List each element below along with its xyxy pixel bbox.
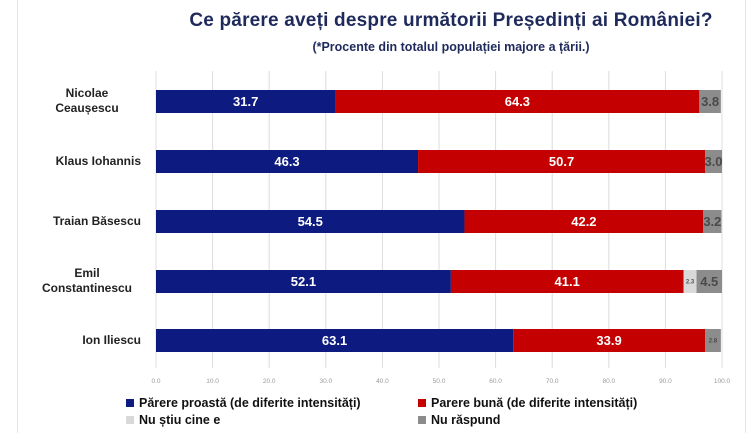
bar-emil-constantinescu-nu-raspund [696,270,722,293]
data-label-emil-constantinescu-parere-proasta-de-diferite-intensitati: 52.1 [291,274,316,289]
frame-left-border [17,0,18,433]
legend-label-nu-stiu: Nu știu cine e [139,413,221,427]
legend-swatch-parere-buna [418,399,426,407]
legend-label-parere-buna: Parere bună (de diferite intensități) [431,396,638,410]
data-label-klaus-iohannis-nu-raspund: 3.0 [704,154,722,169]
category-label-line: Emil [74,265,100,280]
legend-item-parere-buna: Parere bună (de diferite intensități) [418,396,637,410]
bar-emil-constantinescu-parere-buna-de-diferite-intensitati [450,270,684,293]
data-label-klaus-iohannis-parere-proasta-de-diferite-intensitati: 46.3 [274,154,299,169]
data-label-emil-constantinescu-nu-raspund: 4.5 [700,274,718,289]
data-label-emil-constantinescu-parere-buna-de-diferite-intensitati: 41.1 [555,274,580,289]
x-tick-label-30: 30.0 [319,378,332,385]
bar-ion-iliescu-parere-buna-de-diferite-intensitati [513,329,706,352]
x-tick-label-80: 80.0 [602,378,615,385]
chart-title: Ce părere aveți despre următorii Președi… [189,10,713,31]
legend-swatch-nu-stiu [126,416,134,424]
bar-nicolae-ceausescu-parere-buna-de-diferite-intensitati [335,90,700,113]
category-label-line: Constantinescu [41,280,132,295]
bar-nicolae-ceausescu-nu-raspund [699,90,721,113]
bar-nicolae-ceausescu-parere-proasta-de-diferite-intensitati [156,90,336,113]
category-label-line: Klaus Iohannis [55,154,141,168]
bar-ion-iliescu-nu-raspund [705,329,721,352]
category-label-line: Traian Băsescu [52,214,141,228]
x-tick-label-50: 50.0 [433,378,446,385]
legend-swatch-nu-raspund [418,416,426,424]
category-label-klaus-iohannis: Klaus Iohannis [20,154,141,169]
category-label-nicolae-ceausescu: Nicolae Ceaușescu [30,86,144,116]
category-label-line: Nicolae [65,85,109,100]
data-label-traian-basescu-parere-buna-de-diferite-intensitati: 42.2 [571,214,596,229]
x-tick-label-90: 90.0 [659,378,672,385]
legend-item-parere-proasta: Părere proastă (de diferite intensități) [126,396,361,410]
bar-ion-iliescu-parere-proasta-de-diferite-intensitati [156,329,514,352]
x-tick-label-60: 60.0 [489,378,502,385]
x-tick-label-10: 10.0 [206,378,219,385]
category-label-ion-iliescu: Ion Iliescu [20,333,141,348]
data-label-ion-iliescu-parere-proasta-de-diferite-intensitati: 63.1 [322,333,347,348]
data-label-nicolae-ceausescu-parere-buna-de-diferite-intensitati: 64.3 [505,94,530,109]
category-label-line: Ceaușescu [55,100,119,115]
x-tick-label-100: 100.0 [714,378,731,385]
x-tick-label-0: 0.0 [151,378,160,385]
bar-emil-constantinescu-parere-proasta-de-diferite-intensitati [156,270,451,293]
bar-klaus-iohannis-parere-proasta-de-diferite-intensitati [156,150,419,173]
data-label-traian-basescu-parere-proasta-de-diferite-intensitati: 54.5 [298,214,323,229]
data-label-nicolae-ceausescu-parere-proasta-de-diferite-intensitati: 31.7 [233,94,258,109]
data-label-nicolae-ceausescu-nu-raspund: 3.8 [701,94,719,109]
category-label-line: Ion Iliescu [82,333,141,347]
category-label-traian-basescu: Traian Băsescu [20,214,141,229]
data-label-ion-iliescu-nu-raspund: 2.8 [709,339,718,345]
legend-label-parere-proasta: Părere proastă (de diferite intensități) [139,396,361,410]
frame-right-border [745,0,746,433]
data-label-traian-basescu-nu-raspund: 3.2 [703,214,721,229]
legend-item-nu-stiu: Nu știu cine e [126,413,220,427]
bar-klaus-iohannis-nu-raspund [705,150,722,173]
x-tick-label-20: 20.0 [263,378,276,385]
bar-traian-basescu-parere-proasta-de-diferite-intensitati [156,210,465,233]
legend-swatch-parere-proasta [126,399,134,407]
bar-traian-basescu-parere-buna-de-diferite-intensitati [464,210,704,233]
x-tick-label-40: 40.0 [376,378,389,385]
bar-traian-basescu-nu-raspund [703,210,722,233]
chart-subtitle: (*Procente din totalul populației majore… [312,40,590,54]
data-label-ion-iliescu-parere-buna-de-diferite-intensitati: 33.9 [596,333,621,348]
bar-emil-constantinescu-nu-stiu-cine-e [683,270,697,293]
legend-label-nu-raspund: Nu răspund [431,413,501,427]
data-label-klaus-iohannis-parere-buna-de-diferite-intensitati: 50.7 [549,154,574,169]
data-label-emil-constantinescu-nu-stiu-cine-e: 2.3 [686,280,695,286]
category-label-emil-constantinescu: Emil Constantinescu [30,266,144,296]
legend-item-nu-raspund: Nu răspund [418,413,500,427]
bar-klaus-iohannis-parere-buna-de-diferite-intensitati [418,150,706,173]
x-tick-label-70: 70.0 [546,378,559,385]
